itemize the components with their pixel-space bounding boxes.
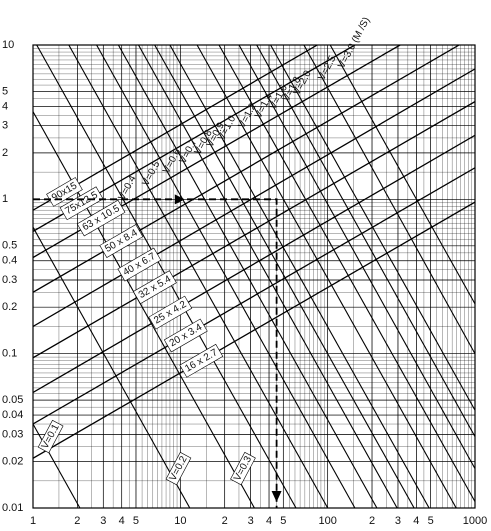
y-tick-label: 3 (2, 120, 8, 132)
velocity-line (329, 45, 475, 305)
y-tick-label: 2 (2, 147, 8, 159)
pipe-line (33, 68, 475, 328)
pipe-label-bg (99, 224, 144, 258)
pipe-label-bg (163, 318, 208, 353)
y-tick-label: 0.05 (2, 394, 23, 406)
velocity-line (169, 45, 430, 508)
velocity-line (196, 45, 457, 508)
x-tick-label: 5 (133, 515, 139, 527)
velocity-line (218, 45, 475, 502)
velocity-label-group: V=0.2 (165, 451, 192, 486)
velocity-label-bg (230, 451, 256, 486)
x-tick-label: 1000 (463, 515, 487, 527)
velocity-label: V=3.0 (M /S) (336, 16, 372, 71)
velocity-line (138, 45, 398, 508)
velocity-line (117, 45, 378, 508)
x-tick-label: 2 (222, 515, 228, 527)
arrow-head (271, 491, 282, 502)
velocity-label-bg (37, 419, 64, 454)
example-path (33, 198, 278, 508)
velocity-line (303, 45, 475, 354)
y-tick-label: 0.3 (2, 274, 17, 286)
x-tick-label: 1 (30, 515, 36, 527)
arrow-head (174, 194, 185, 205)
x-tick-label: 3 (248, 515, 254, 527)
pipe-line (33, 45, 460, 293)
x-tick-label: 100 (318, 515, 336, 527)
pipe-label-bg (148, 295, 193, 330)
velocity-label-bg (165, 451, 192, 486)
pipe-label-group: 20 x 3.4 (163, 318, 208, 353)
pipe-label-bg (76, 199, 126, 237)
velocity-line (96, 45, 356, 508)
y-tick-label: 10 (2, 39, 14, 51)
x-tick-label: 4 (266, 515, 272, 527)
x-tick-label: 4 (119, 515, 125, 527)
x-tick-label: 3 (100, 515, 106, 527)
pipe-label-bg (59, 186, 104, 221)
x-tick-label: 10 (174, 515, 186, 527)
velocity-line (68, 45, 329, 508)
y-tick-label: 0.5 (2, 240, 17, 252)
pipe-label-bg (179, 343, 224, 378)
velocity-label-group: V=0.3 (230, 451, 256, 486)
x-tick-label: 2 (74, 515, 80, 527)
x-tick-label: 2 (369, 515, 375, 527)
y-tick-label: 1 (2, 193, 8, 205)
velocity-line (154, 45, 415, 508)
pipe-line (33, 134, 475, 394)
pipe-label-bg (117, 247, 162, 282)
velocity-label-group: V=0.1 (37, 419, 64, 454)
y-tick-label: 0.4 (2, 255, 17, 267)
pipe-label-group: 50 x 8.4 (99, 224, 144, 258)
x-tick-label: 4 (413, 515, 419, 527)
pipe-label-bg (132, 270, 177, 305)
velocity-line (33, 111, 255, 508)
velocity-label: V=2.5 (316, 54, 338, 83)
y-tick-label: 4 (2, 100, 8, 112)
x-tick-label: 3 (395, 515, 401, 527)
velocity-line (33, 423, 81, 508)
pipe-line (33, 201, 475, 459)
y-tick-label: 0.1 (2, 348, 17, 360)
pipe-line (33, 45, 318, 211)
grid (32, 44, 476, 509)
y-tick-label: 0.02 (2, 455, 23, 467)
pipe-line (33, 101, 475, 359)
y-tick-label: 0.03 (2, 428, 23, 440)
velocity-label: V=0.2 (168, 454, 190, 483)
x-tick-label: 5 (428, 515, 434, 527)
y-tick-label: 0.01 (2, 502, 23, 514)
x-tick-label: 5 (280, 515, 286, 527)
velocity-line (270, 45, 475, 411)
pipe-line (33, 167, 475, 425)
velocity-label-group: V=2.5 (316, 54, 338, 83)
velocity-line (256, 45, 475, 437)
velocity-line (238, 45, 475, 469)
y-tick-label: 0.2 (2, 301, 17, 313)
velocity-line (33, 226, 191, 508)
velocity-label-group: V=3.0 (M /S) (336, 16, 372, 71)
y-tick-label: 0.04 (2, 409, 23, 421)
lines (33, 45, 475, 508)
y-tick-label: 5 (2, 85, 8, 97)
pipe-label-group: 25 x 4.2 (148, 295, 193, 330)
